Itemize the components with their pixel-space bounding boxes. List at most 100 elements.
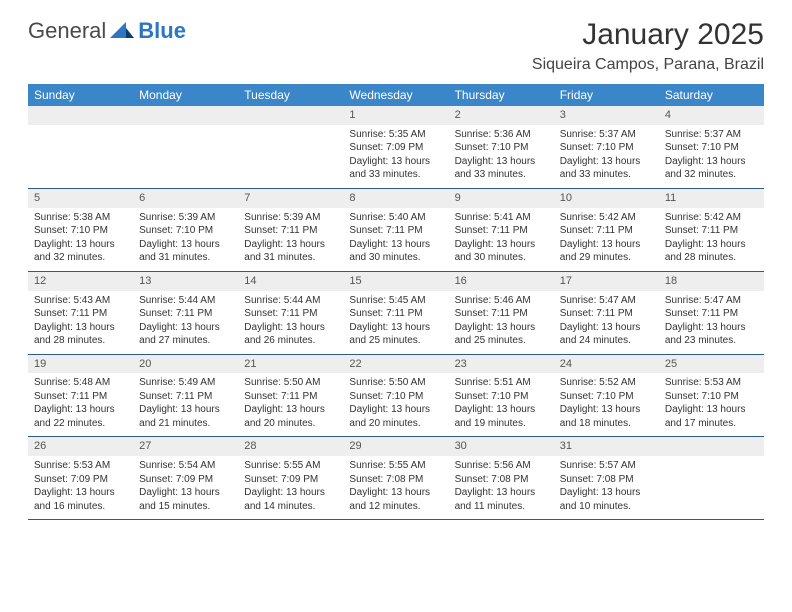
day-number: 27 bbox=[133, 437, 238, 456]
day-d2: and 10 minutes. bbox=[560, 500, 653, 514]
day-d2: and 30 minutes. bbox=[349, 251, 442, 265]
day-d1: Daylight: 13 hours bbox=[349, 403, 442, 417]
day-detail-cell: Sunrise: 5:42 AMSunset: 7:11 PMDaylight:… bbox=[554, 208, 659, 272]
day-d1: Daylight: 13 hours bbox=[244, 321, 337, 335]
day-d1: Daylight: 13 hours bbox=[34, 238, 127, 252]
day-number bbox=[28, 106, 133, 125]
day-d2: and 21 minutes. bbox=[139, 417, 232, 431]
day-number: 11 bbox=[659, 188, 764, 207]
day-detail-cell: Sunrise: 5:47 AMSunset: 7:11 PMDaylight:… bbox=[554, 291, 659, 355]
day-d2: and 20 minutes. bbox=[349, 417, 442, 431]
day-detail-cell bbox=[28, 125, 133, 189]
day-d1: Daylight: 13 hours bbox=[455, 238, 548, 252]
day-sr: Sunrise: 5:42 AM bbox=[665, 211, 758, 225]
day-number: 20 bbox=[133, 354, 238, 373]
day-d2: and 22 minutes. bbox=[34, 417, 127, 431]
day-sr: Sunrise: 5:36 AM bbox=[455, 128, 548, 142]
day-d2: and 32 minutes. bbox=[34, 251, 127, 265]
day-number bbox=[238, 106, 343, 125]
day-ss: Sunset: 7:10 PM bbox=[560, 390, 653, 404]
day-detail-cell bbox=[659, 456, 764, 520]
day-detail-cell: Sunrise: 5:46 AMSunset: 7:11 PMDaylight:… bbox=[449, 291, 554, 355]
day-d2: and 33 minutes. bbox=[349, 168, 442, 182]
day-ss: Sunset: 7:10 PM bbox=[665, 390, 758, 404]
day-d2: and 33 minutes. bbox=[560, 168, 653, 182]
day-d2: and 15 minutes. bbox=[139, 500, 232, 514]
day-ss: Sunset: 7:10 PM bbox=[455, 141, 548, 155]
day-header: Sunday bbox=[28, 84, 133, 106]
day-detail-cell: Sunrise: 5:53 AMSunset: 7:10 PMDaylight:… bbox=[659, 373, 764, 437]
day-detail-cell: Sunrise: 5:35 AMSunset: 7:09 PMDaylight:… bbox=[343, 125, 448, 189]
day-number: 25 bbox=[659, 354, 764, 373]
day-number: 31 bbox=[554, 437, 659, 456]
day-ss: Sunset: 7:11 PM bbox=[34, 390, 127, 404]
day-d1: Daylight: 13 hours bbox=[455, 486, 548, 500]
day-d2: and 32 minutes. bbox=[665, 168, 758, 182]
day-number-row: 567891011 bbox=[28, 188, 764, 207]
day-sr: Sunrise: 5:42 AM bbox=[560, 211, 653, 225]
day-detail-cell: Sunrise: 5:49 AMSunset: 7:11 PMDaylight:… bbox=[133, 373, 238, 437]
logo: General Blue bbox=[28, 18, 186, 44]
day-sr: Sunrise: 5:56 AM bbox=[455, 459, 548, 473]
day-number: 30 bbox=[449, 437, 554, 456]
day-detail-cell: Sunrise: 5:43 AMSunset: 7:11 PMDaylight:… bbox=[28, 291, 133, 355]
logo-text-general: General bbox=[28, 18, 106, 44]
day-sr: Sunrise: 5:47 AM bbox=[665, 294, 758, 308]
day-d1: Daylight: 13 hours bbox=[560, 403, 653, 417]
day-d1: Daylight: 13 hours bbox=[139, 238, 232, 252]
day-detail-cell: Sunrise: 5:41 AMSunset: 7:11 PMDaylight:… bbox=[449, 208, 554, 272]
day-ss: Sunset: 7:11 PM bbox=[349, 307, 442, 321]
day-header-row: Sunday Monday Tuesday Wednesday Thursday… bbox=[28, 84, 764, 106]
day-number: 6 bbox=[133, 188, 238, 207]
day-d1: Daylight: 13 hours bbox=[349, 238, 442, 252]
day-number: 17 bbox=[554, 271, 659, 290]
day-detail-cell: Sunrise: 5:44 AMSunset: 7:11 PMDaylight:… bbox=[133, 291, 238, 355]
day-d2: and 11 minutes. bbox=[455, 500, 548, 514]
day-detail-cell: Sunrise: 5:37 AMSunset: 7:10 PMDaylight:… bbox=[554, 125, 659, 189]
day-sr: Sunrise: 5:57 AM bbox=[560, 459, 653, 473]
day-sr: Sunrise: 5:40 AM bbox=[349, 211, 442, 225]
day-number: 21 bbox=[238, 354, 343, 373]
day-d1: Daylight: 13 hours bbox=[665, 321, 758, 335]
day-d1: Daylight: 13 hours bbox=[34, 403, 127, 417]
day-sr: Sunrise: 5:39 AM bbox=[244, 211, 337, 225]
day-number: 18 bbox=[659, 271, 764, 290]
day-number-row: 262728293031 bbox=[28, 437, 764, 456]
day-d2: and 31 minutes. bbox=[244, 251, 337, 265]
day-ss: Sunset: 7:11 PM bbox=[560, 224, 653, 238]
day-ss: Sunset: 7:11 PM bbox=[665, 307, 758, 321]
day-number: 28 bbox=[238, 437, 343, 456]
day-number bbox=[659, 437, 764, 456]
day-ss: Sunset: 7:10 PM bbox=[34, 224, 127, 238]
day-d2: and 12 minutes. bbox=[349, 500, 442, 514]
day-sr: Sunrise: 5:43 AM bbox=[34, 294, 127, 308]
day-detail-row: Sunrise: 5:43 AMSunset: 7:11 PMDaylight:… bbox=[28, 291, 764, 355]
day-number: 12 bbox=[28, 271, 133, 290]
day-ss: Sunset: 7:08 PM bbox=[349, 473, 442, 487]
day-number: 22 bbox=[343, 354, 448, 373]
day-header: Friday bbox=[554, 84, 659, 106]
day-number bbox=[133, 106, 238, 125]
day-sr: Sunrise: 5:47 AM bbox=[560, 294, 653, 308]
day-d1: Daylight: 13 hours bbox=[665, 403, 758, 417]
day-d1: Daylight: 13 hours bbox=[139, 321, 232, 335]
day-detail-cell: Sunrise: 5:53 AMSunset: 7:09 PMDaylight:… bbox=[28, 456, 133, 520]
day-number: 7 bbox=[238, 188, 343, 207]
month-title: January 2025 bbox=[532, 18, 764, 52]
day-d1: Daylight: 13 hours bbox=[455, 155, 548, 169]
day-number: 1 bbox=[343, 106, 448, 125]
day-sr: Sunrise: 5:53 AM bbox=[665, 376, 758, 390]
day-d2: and 28 minutes. bbox=[34, 334, 127, 348]
day-sr: Sunrise: 5:52 AM bbox=[560, 376, 653, 390]
day-d1: Daylight: 13 hours bbox=[244, 238, 337, 252]
day-header: Tuesday bbox=[238, 84, 343, 106]
day-detail-row: Sunrise: 5:53 AMSunset: 7:09 PMDaylight:… bbox=[28, 456, 764, 520]
day-d2: and 28 minutes. bbox=[665, 251, 758, 265]
day-detail-cell: Sunrise: 5:42 AMSunset: 7:11 PMDaylight:… bbox=[659, 208, 764, 272]
day-ss: Sunset: 7:09 PM bbox=[139, 473, 232, 487]
day-sr: Sunrise: 5:48 AM bbox=[34, 376, 127, 390]
day-d2: and 19 minutes. bbox=[455, 417, 548, 431]
day-number: 16 bbox=[449, 271, 554, 290]
day-ss: Sunset: 7:09 PM bbox=[349, 141, 442, 155]
day-d1: Daylight: 13 hours bbox=[349, 486, 442, 500]
